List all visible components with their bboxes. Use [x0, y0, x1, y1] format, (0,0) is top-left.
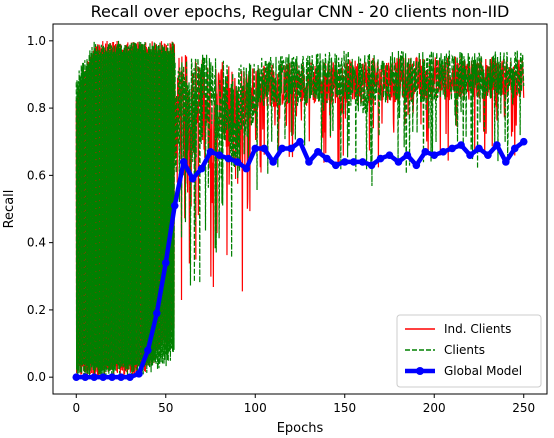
chart-title: Recall over epochs, Regular CNN - 20 cli…: [91, 2, 510, 21]
global-model-point: [502, 158, 510, 166]
global-model-point: [198, 165, 206, 173]
global-model-point: [189, 175, 197, 183]
x-tick-label: 250: [512, 401, 535, 415]
global-model-point: [207, 148, 215, 156]
global-model-point: [430, 151, 438, 159]
legend-label: Global Model: [444, 364, 522, 378]
global-model-point: [439, 148, 447, 156]
y-tick-label: 0.4: [27, 236, 46, 250]
x-axis-label: Epochs: [277, 421, 324, 436]
y-tick-label: 1.0: [27, 34, 46, 48]
global-model-point: [108, 373, 116, 381]
global-model-point: [251, 145, 259, 153]
global-model-point: [126, 373, 134, 381]
legend-label: Clients: [444, 343, 485, 357]
global-model-point: [368, 161, 376, 169]
legend-marker: [416, 367, 424, 375]
global-model-point: [162, 259, 170, 267]
global-model-point: [278, 145, 286, 153]
global-model-point: [404, 151, 412, 159]
x-tick-label: 100: [244, 401, 267, 415]
global-model-point: [314, 148, 322, 156]
global-model-point: [144, 346, 152, 354]
global-model-point: [216, 151, 224, 159]
global-model-point: [117, 373, 125, 381]
global-model-point: [90, 373, 98, 381]
global-model-point: [153, 309, 161, 317]
global-model-point: [269, 158, 277, 166]
global-model-point: [457, 141, 465, 149]
global-model-point: [466, 151, 474, 159]
global-model-point: [332, 161, 340, 169]
x-tick-label: 0: [72, 401, 80, 415]
legend-label: Ind. Clients: [444, 322, 511, 336]
global-model-point: [243, 165, 251, 173]
global-model-point: [135, 370, 143, 378]
global-model-point: [413, 161, 421, 169]
global-model-point: [72, 373, 80, 381]
global-model-point: [377, 155, 385, 163]
global-model-point: [475, 145, 483, 153]
global-model-point: [359, 158, 367, 166]
y-tick-label: 0.8: [27, 101, 46, 115]
x-tick-label: 50: [158, 401, 173, 415]
global-model-point: [350, 158, 358, 166]
y-tick-label: 0.6: [27, 168, 46, 182]
global-model-point: [395, 158, 403, 166]
x-tick-label: 150: [333, 401, 356, 415]
global-model-point: [520, 138, 528, 146]
global-model-point: [484, 151, 492, 159]
y-tick-label: 0.0: [27, 370, 46, 384]
global-model-point: [287, 145, 295, 153]
global-model-point: [448, 145, 456, 153]
global-model-point: [341, 158, 349, 166]
global-model-point: [180, 158, 188, 166]
global-model-point: [81, 373, 89, 381]
global-model-point: [386, 151, 394, 159]
global-model-point: [234, 158, 242, 166]
x-tick-label: 200: [423, 401, 446, 415]
global-model-point: [323, 155, 331, 163]
y-tick-label: 0.2: [27, 303, 46, 317]
global-model-point: [511, 145, 519, 153]
global-model-point: [171, 202, 179, 210]
global-model-point: [305, 158, 313, 166]
global-model-point: [421, 148, 429, 156]
global-model-point: [99, 373, 107, 381]
global-model-point: [296, 138, 304, 146]
legend: Ind. Clients Clients Global Model: [397, 315, 541, 387]
global-model-point: [493, 141, 501, 149]
y-axis-label: Recall: [2, 190, 17, 229]
global-model-point: [260, 145, 268, 153]
global-model-point: [225, 155, 233, 163]
